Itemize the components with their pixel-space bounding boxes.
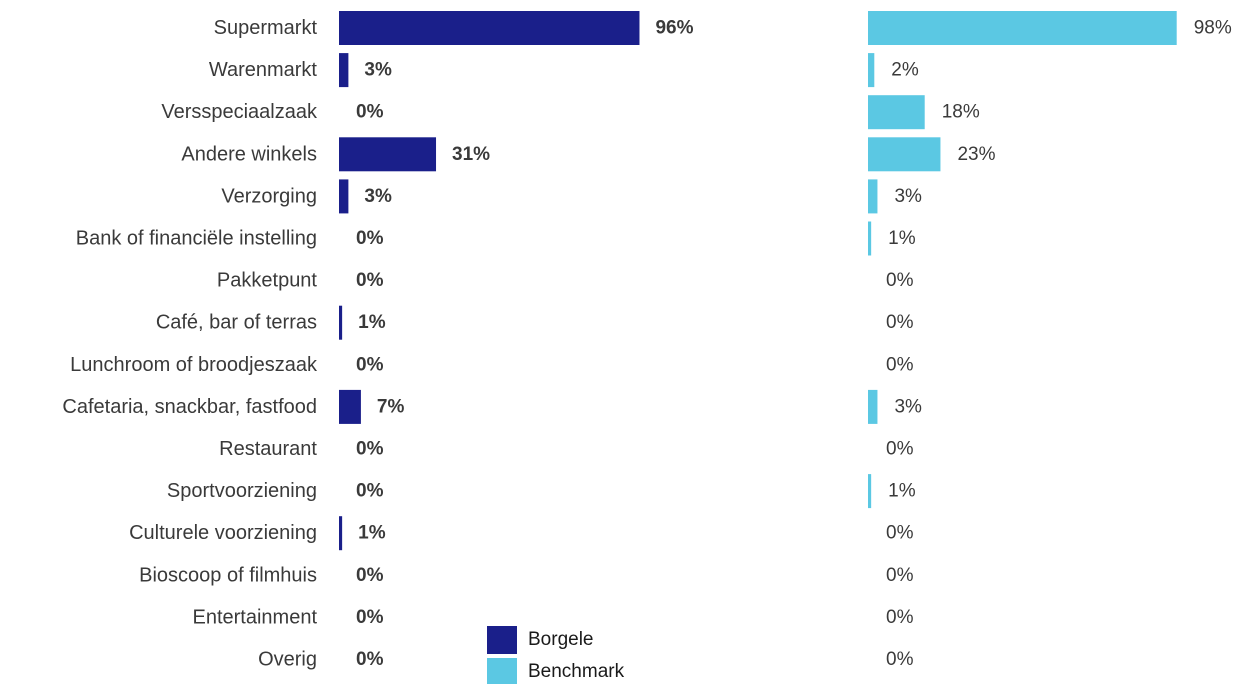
data-label-borgele: 96% bbox=[655, 18, 693, 39]
data-label-borgele: 31% bbox=[452, 144, 490, 165]
category-label: Bioscoop of filmhuis bbox=[139, 564, 317, 586]
data-label-borgele: 0% bbox=[356, 228, 384, 249]
category-label: Verzorging bbox=[221, 185, 317, 207]
bar-benchmark bbox=[868, 11, 1177, 45]
data-label-borgele: 0% bbox=[356, 607, 384, 628]
category-label: Restaurant bbox=[219, 438, 317, 460]
data-label-benchmark: 0% bbox=[886, 354, 914, 375]
bar-borgele bbox=[339, 53, 349, 88]
data-label-benchmark: 0% bbox=[886, 270, 914, 291]
category-label: Bank of financiële instelling bbox=[76, 228, 317, 250]
category-label: Café, bar of terras bbox=[156, 312, 317, 334]
data-label-benchmark: 0% bbox=[886, 312, 914, 333]
bar-borgele bbox=[339, 11, 640, 45]
data-label-benchmark: 0% bbox=[886, 565, 914, 586]
data-label-borgele: 1% bbox=[358, 312, 386, 333]
bar-benchmark bbox=[868, 137, 941, 172]
category-label: Lunchroom of broodjeszaak bbox=[70, 354, 318, 376]
bar-borgele bbox=[339, 137, 437, 172]
category-label: Overig bbox=[258, 649, 317, 671]
bar-benchmark bbox=[868, 221, 872, 256]
data-label-benchmark: 0% bbox=[886, 607, 914, 628]
bar-borgele bbox=[339, 305, 343, 340]
legend-swatch-benchmark bbox=[487, 658, 517, 684]
bar-borgele bbox=[339, 179, 349, 214]
category-label: Cafetaria, snackbar, fastfood bbox=[62, 396, 317, 418]
data-label-borgele: 7% bbox=[377, 396, 405, 417]
series-benchmark: 98% 2% 18% 23% 3% 1% 0% 0% 0% 3% 0% 1% 0% 0% 0% 0% bbox=[868, 11, 1232, 670]
legend-swatch-borgele bbox=[487, 626, 517, 654]
category-label: Andere winkels bbox=[181, 143, 317, 165]
data-label-benchmark: 18% bbox=[942, 102, 980, 123]
bar-benchmark bbox=[868, 53, 875, 88]
series-borgele: 96% 3% 0% 31% 3% 0% 0% 1% 0% 7% 0% 0% 1% 0% 0% 0% bbox=[339, 11, 694, 670]
bar-benchmark bbox=[868, 179, 878, 214]
data-label-benchmark: 1% bbox=[888, 481, 916, 502]
category-label: Sportvoorziening bbox=[167, 480, 317, 502]
data-label-borgele: 0% bbox=[356, 649, 384, 670]
data-label-borgele: 3% bbox=[364, 60, 392, 81]
data-label-borgele: 1% bbox=[358, 523, 386, 544]
legend-label-benchmark: Benchmark bbox=[528, 661, 625, 682]
data-label-benchmark: 98% bbox=[1194, 18, 1232, 39]
category-label: Warenmarkt bbox=[209, 59, 318, 81]
data-label-borgele: 0% bbox=[356, 102, 384, 123]
category-label: Culturele voorziening bbox=[129, 522, 317, 544]
data-label-borgele: 0% bbox=[356, 565, 384, 586]
data-label-benchmark: 23% bbox=[957, 144, 995, 165]
data-label-borgele: 0% bbox=[356, 354, 384, 375]
category-label: Versspeciaalzaak bbox=[161, 101, 318, 123]
bar-borgele bbox=[339, 516, 343, 551]
bar-benchmark bbox=[868, 95, 925, 130]
data-label-benchmark: 1% bbox=[888, 228, 916, 249]
legend-label-borgele: Borgele bbox=[528, 629, 594, 650]
category-label: Pakketpunt bbox=[217, 270, 318, 292]
data-label-benchmark: 2% bbox=[891, 60, 919, 81]
bar-benchmark bbox=[868, 389, 878, 424]
data-label-benchmark: 0% bbox=[886, 523, 914, 544]
bar-borgele bbox=[339, 389, 361, 424]
data-label-benchmark: 3% bbox=[894, 396, 922, 417]
bar-benchmark bbox=[868, 474, 872, 509]
data-label-borgele: 0% bbox=[356, 439, 384, 460]
data-label-benchmark: 3% bbox=[894, 186, 922, 207]
category-labels: Supermarkt Warenmarkt Versspeciaalzaak Ande… bbox=[62, 17, 318, 671]
data-label-borgele: 3% bbox=[364, 186, 392, 207]
category-label: Entertainment bbox=[192, 606, 317, 628]
legend: Borgele Benchmark bbox=[487, 626, 625, 684]
category-label: Supermarkt bbox=[214, 17, 318, 39]
data-label-borgele: 0% bbox=[356, 270, 384, 291]
data-label-benchmark: 0% bbox=[886, 439, 914, 460]
data-label-borgele: 0% bbox=[356, 481, 384, 502]
data-label-benchmark: 0% bbox=[886, 649, 914, 670]
